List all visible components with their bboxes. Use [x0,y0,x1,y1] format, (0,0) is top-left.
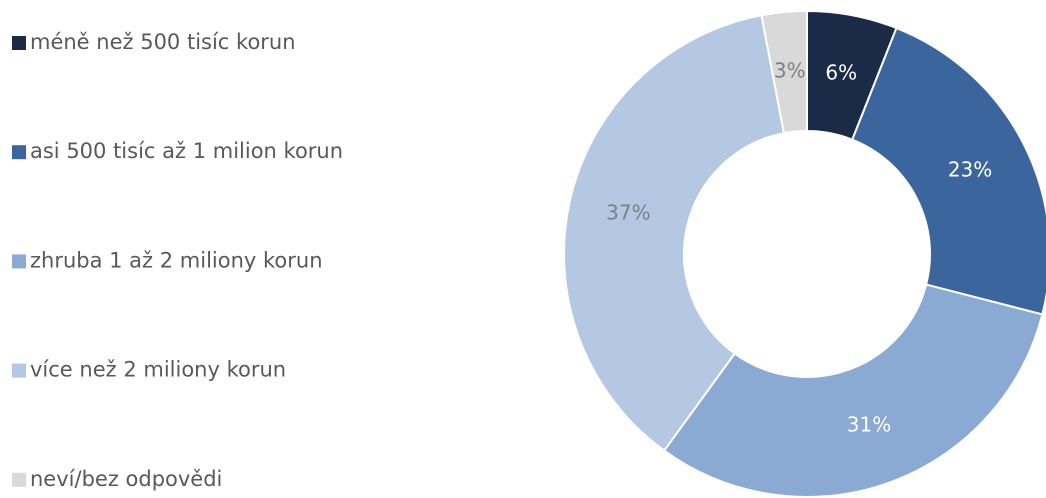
slice [563,14,786,452]
legend-swatch [12,472,26,487]
legend-label: méně než 500 tisíc korun [30,30,296,54]
legend-label: více než 2 miliony korun [30,358,286,382]
legend-label: asi 500 tisíc až 1 milion korun [30,139,343,163]
slice-label: 6% [825,61,857,85]
slice-label: 23% [948,157,992,181]
slice-label: 37% [606,201,650,225]
slice [662,283,1044,498]
slice-label: 3% [774,58,806,82]
legend-swatch [12,36,26,50]
legend-swatch [12,254,26,269]
legend-label: neví/bez odpovědi [30,467,222,491]
legend-swatch [12,363,26,378]
legend-swatch [12,145,26,160]
slice [760,9,808,135]
legend-label: zhruba 1 až 2 miliony korun [30,248,323,272]
slice [850,26,1046,316]
slice-label: 31% [847,413,891,437]
